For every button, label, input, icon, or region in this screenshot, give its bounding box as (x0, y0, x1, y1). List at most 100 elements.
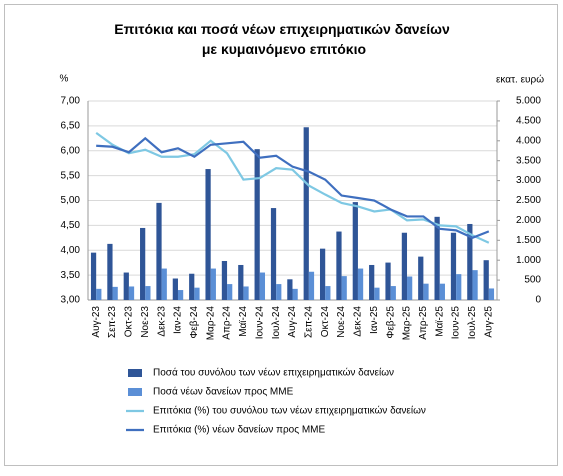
bar (210, 268, 216, 300)
x-tick-label: Μαϊ-25 (434, 306, 445, 337)
bar (292, 288, 298, 300)
bar (270, 208, 277, 300)
bar (434, 216, 440, 300)
x-tick-label: Δεκ-23 (156, 306, 167, 337)
x-tick-label: Μαϊ-24 (238, 306, 249, 337)
bar (467, 223, 473, 300)
bar (423, 283, 429, 300)
bar (276, 284, 282, 300)
legend-swatch (128, 369, 142, 377)
bar (374, 287, 380, 300)
line (95, 131, 490, 244)
legend-label: Επιτόκια (%) νέων δανείων προς ΜΜΕ (153, 424, 325, 436)
bar (357, 268, 364, 300)
y-tick-label: 4,00 (61, 245, 81, 256)
y2-tick-label: 4.500 (516, 116, 541, 127)
x-tick-label: Ιουν-24 (254, 306, 265, 340)
y-tick-label: 3,00 (61, 295, 81, 306)
y2-tick-label: 5.000 (516, 96, 541, 107)
bar (96, 288, 102, 300)
x-tick-label: Νοε-23 (140, 306, 151, 338)
bar (303, 127, 309, 300)
legend-label: Επιτόκια (%) του συνόλου των νέων επιχει… (153, 405, 426, 417)
bar (325, 286, 331, 300)
bar (308, 271, 315, 300)
x-tick-label: Απρ-25 (418, 306, 429, 340)
line (96, 136, 490, 240)
bar (194, 287, 200, 300)
y-tick-label: 5,00 (61, 195, 81, 206)
x-tick-label: Ιουν-25 (451, 306, 462, 340)
bar (238, 264, 244, 300)
bar (90, 252, 97, 300)
bar (456, 274, 462, 300)
x-tick-label: Ιουλ-24 (271, 306, 282, 340)
bar (243, 286, 249, 300)
y2-tick-label: 1.000 (516, 255, 541, 266)
bar (172, 278, 178, 300)
bar (161, 268, 167, 300)
bar (352, 202, 358, 300)
bar (483, 260, 489, 300)
x-tick-label: Νοε-24 (336, 306, 347, 338)
x-tick-label: Φεβ-25 (385, 306, 396, 339)
bar (401, 232, 408, 300)
x-tick-label: Φεβ-24 (189, 306, 200, 339)
bar (341, 276, 347, 300)
x-tick-label: Μαρ-24 (205, 306, 216, 341)
legend-label: Ποσά νέων δανείων προς ΜΜΕ (153, 386, 294, 398)
y2-tick-label: 3.500 (516, 155, 541, 166)
y-tick-label: 6,50 (61, 121, 81, 132)
bar (189, 273, 195, 300)
y-tick-label: 6,00 (61, 145, 81, 156)
bar (472, 270, 478, 300)
bar (418, 256, 424, 300)
y2-tick-label: 2.000 (516, 215, 541, 226)
x-tick-label: Σεπ-23 (107, 306, 118, 338)
x-tick-label: Ιουλ-25 (467, 306, 478, 340)
bar (369, 264, 375, 300)
y2-tick-label: 4.000 (516, 135, 541, 146)
bar (227, 284, 233, 300)
x-tick-label: Δεκ-24 (353, 306, 364, 337)
bar (112, 286, 118, 300)
bar (107, 243, 113, 300)
x-tick-label: Απρ-24 (222, 306, 233, 340)
y2-tick-label: 3.000 (516, 175, 541, 186)
x-tick-label: Οκτ-24 (320, 306, 331, 338)
bar (156, 202, 162, 300)
bar (385, 262, 391, 300)
bar (390, 286, 396, 300)
y2-tick-label: 0 (535, 295, 541, 306)
bar (319, 248, 326, 300)
y-tick-label: 5,50 (61, 170, 81, 181)
bar (287, 279, 293, 300)
chart-title: Επιτόκια και ποσά νέων επιχειρηματικών δ… (114, 21, 450, 57)
bar (221, 260, 228, 300)
x-tick-label: Οκτ-23 (124, 306, 135, 338)
bar (259, 272, 266, 300)
x-tick-label: Μαρ-25 (402, 306, 413, 341)
x-tick-label: Ιαν-24 (173, 306, 184, 334)
legend-swatch (128, 388, 142, 396)
y-tick-label: 7,00 (61, 96, 81, 107)
bar (407, 276, 413, 300)
x-tick-label: Αυγ-25 (483, 306, 494, 338)
bar (205, 169, 211, 300)
y2-axis-label: εκατ. ευρώ (496, 74, 544, 86)
x-tick-label: Αυγ-23 (91, 306, 102, 338)
bar (450, 232, 457, 300)
x-tick-label: Ιαν-25 (369, 306, 380, 334)
y2-tick-label: 2.500 (516, 195, 541, 206)
bar (128, 286, 135, 300)
x-tick-label: Σεπ-24 (304, 306, 315, 338)
legend-label: Ποσά του συνόλου των νέων επιχειρηματικώ… (153, 367, 394, 379)
y-axis-label: % (60, 74, 69, 85)
y2-tick-label: 1.500 (516, 235, 541, 246)
bar (140, 227, 146, 300)
y2-tick-label: 500 (524, 275, 541, 286)
bar (254, 149, 260, 300)
bar (488, 288, 495, 300)
x-tick-label: Αυγ-24 (287, 306, 298, 338)
